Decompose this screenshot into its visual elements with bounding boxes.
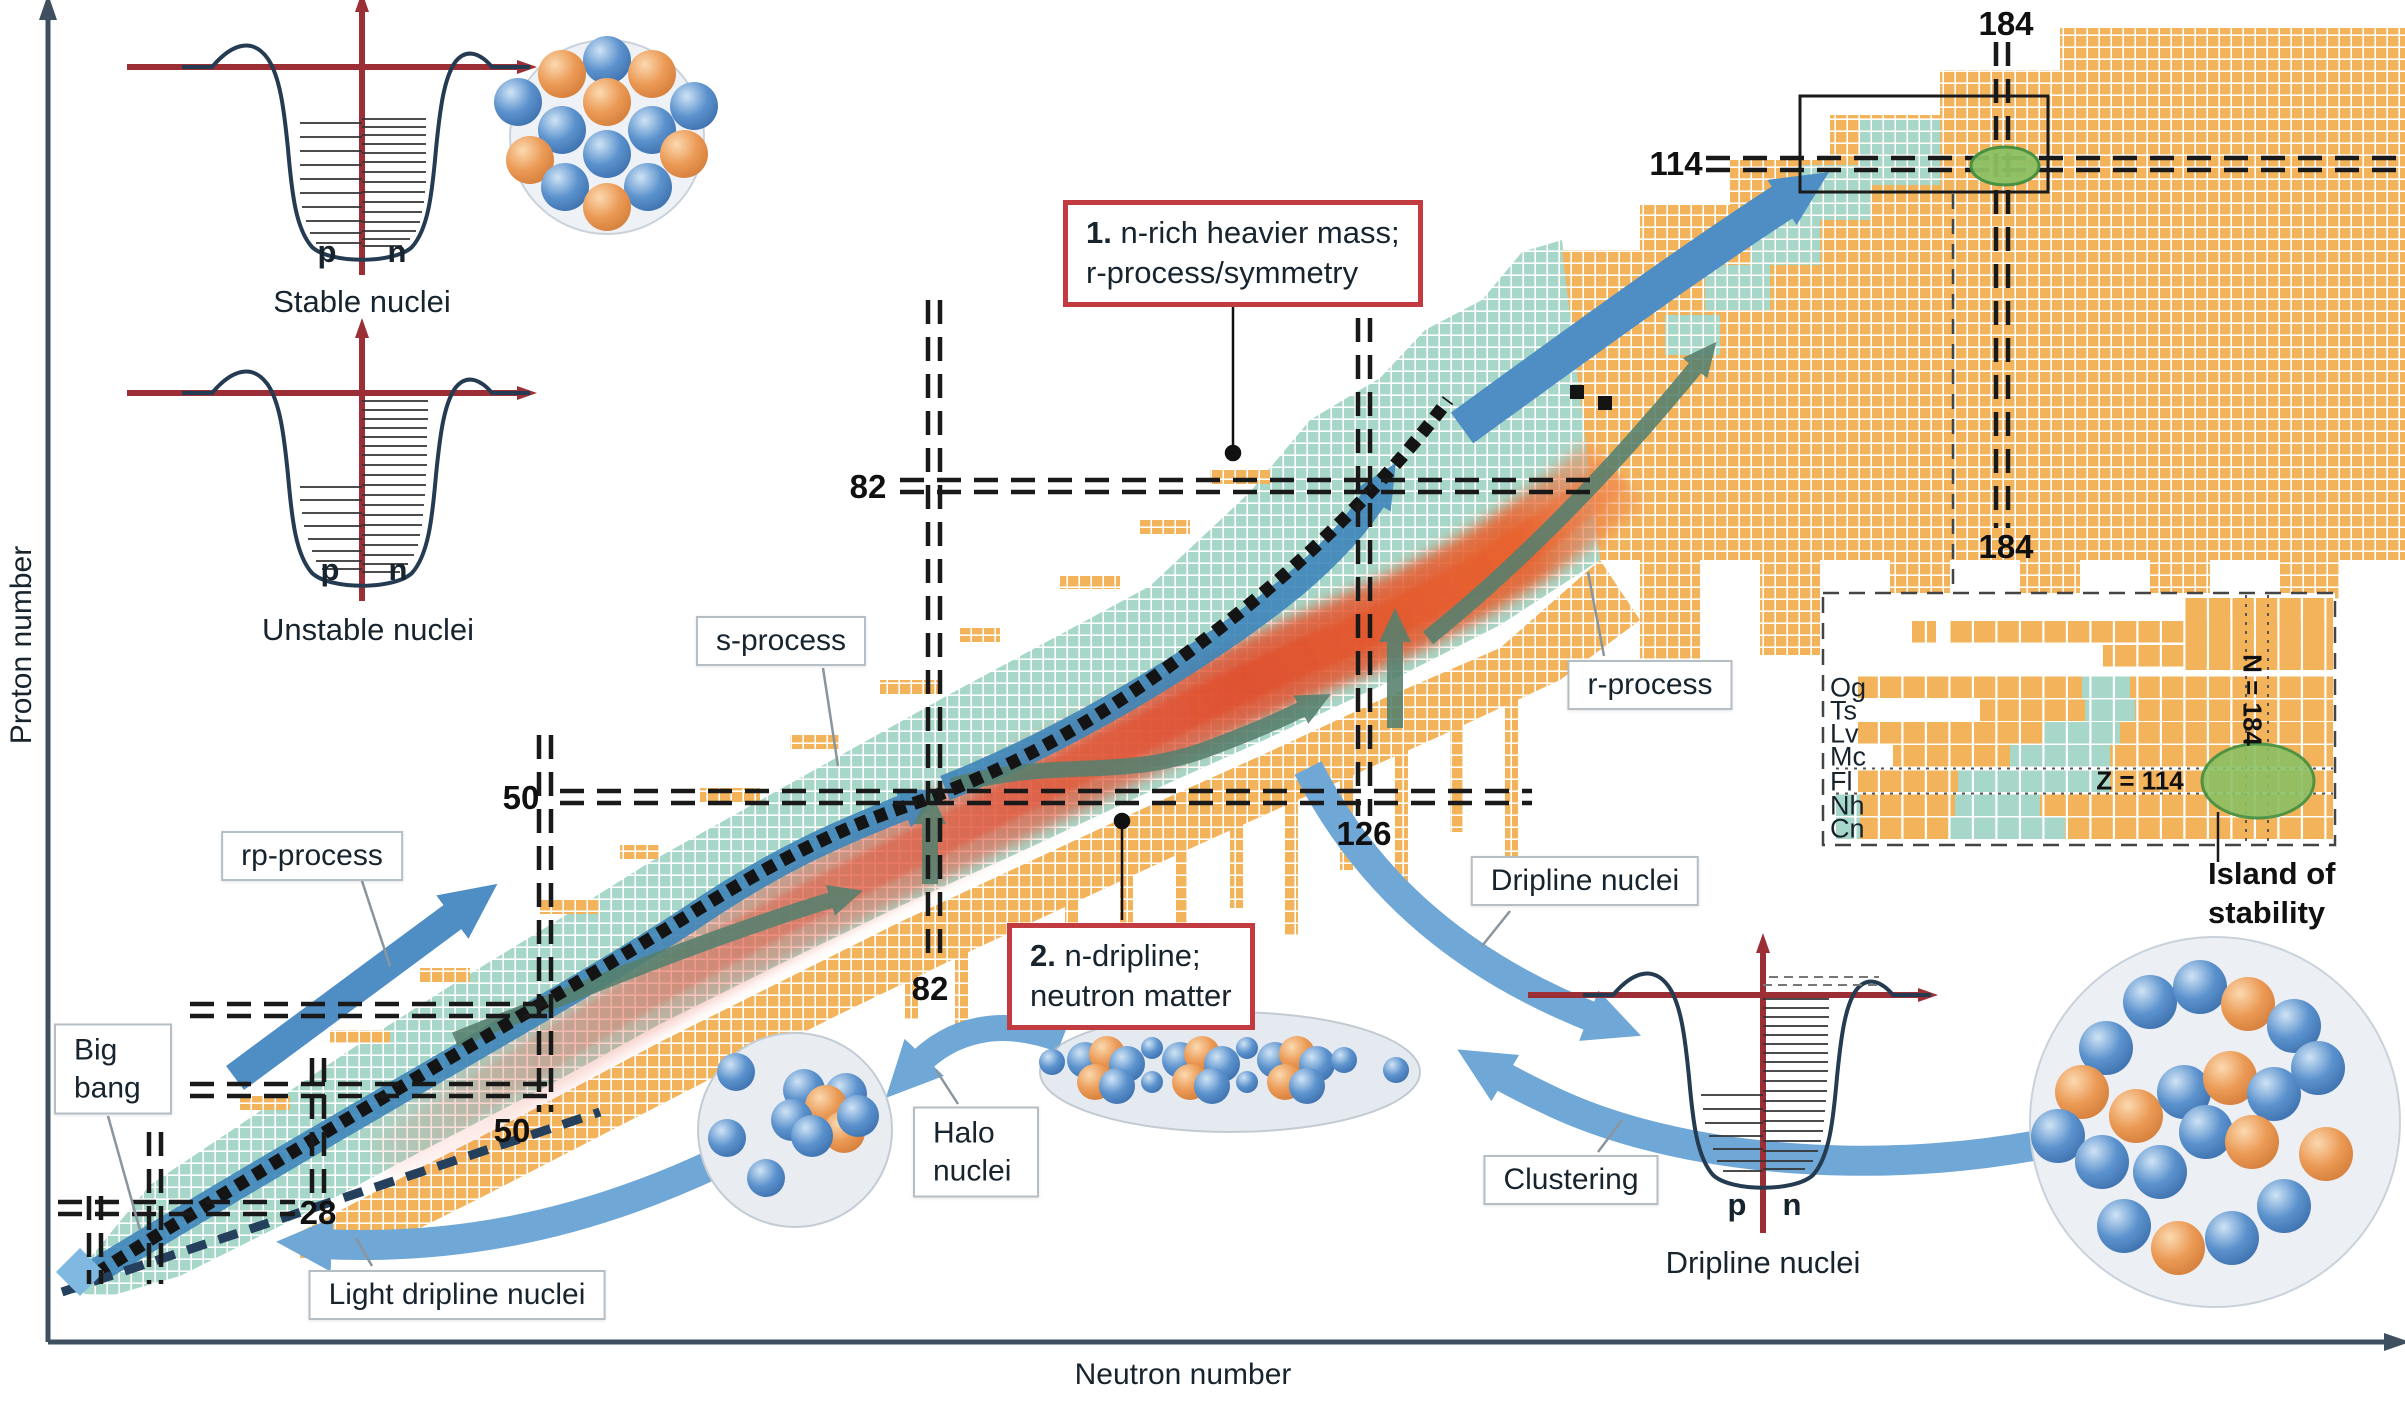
- unstable-well-caption: Unstable nuclei: [262, 612, 474, 647]
- superheavy-region: [1562, 28, 2405, 680]
- note-2-number: 2.: [1030, 938, 1056, 973]
- magic-number-lines: [58, 42, 2405, 1284]
- unstable-well-p-label: p: [320, 552, 340, 587]
- inset-island-ellipse: [2200, 742, 2316, 820]
- halo-nucleus-illustration: [697, 1032, 893, 1228]
- callout-rp-process: rp-process: [221, 831, 403, 881]
- magic-n28-label: 28: [299, 1194, 337, 1231]
- inset-superheavy: [1821, 591, 2337, 862]
- magic-n82-label: 82: [911, 970, 949, 1007]
- stable-well-p-label: p: [317, 234, 337, 269]
- callout-big-bang: Big bang: [54, 1023, 172, 1115]
- inset-element-fl: Fl: [1830, 766, 1853, 797]
- magic-n50-label: 50: [493, 1112, 531, 1149]
- magic-n184-top-label: 184: [1978, 5, 2034, 42]
- arrow-halo: [885, 1015, 1067, 1098]
- stable-well-n-label: n: [387, 234, 407, 269]
- note-2-box: 2. n-dripline; neutron matter: [1007, 923, 1255, 1030]
- inset-element-ts: Ts: [1830, 695, 1857, 726]
- island-arrow: [1450, 172, 1829, 444]
- note-2-line2: neutron matter: [1030, 978, 1232, 1014]
- inset-element-nh: Nh: [1830, 790, 1865, 821]
- magic-p50-label: 50: [502, 779, 540, 816]
- magic-p82-label: 82: [849, 468, 887, 505]
- flow-arrows: [276, 761, 2089, 1272]
- dripline-well-caption: Dripline nuclei: [1665, 1245, 1861, 1280]
- callout-clustering: Clustering: [1483, 1155, 1659, 1205]
- note-1-line1: n-rich heavier mass;: [1120, 215, 1400, 250]
- clustered-nucleus-illustration: [2029, 936, 2401, 1308]
- callout-r-process: r-process: [1567, 660, 1733, 710]
- r-process-band: [356, 441, 1643, 1194]
- stable-well-caption: Stable nuclei: [273, 284, 451, 319]
- inset-element-lv: Lv: [1830, 718, 1859, 749]
- well-dripline: [1528, 933, 1938, 1233]
- callout-light-dripline-nuclei: Light dripline nuclei: [308, 1270, 606, 1320]
- callout-halo-nuclei: Halo nuclei: [913, 1106, 1039, 1198]
- unstable-well-n-label: n: [388, 552, 408, 587]
- dripline-well-n-label: n: [1782, 1187, 1802, 1222]
- inset-element-cn: Cn: [1830, 813, 1865, 844]
- well-stable: [127, 0, 537, 275]
- magic-n184-bottom-label: 184: [1978, 528, 2034, 565]
- callout-s-process: s-process: [695, 616, 867, 666]
- callout-dripline-nuclei: Dripline nuclei: [1470, 856, 1700, 906]
- arrow-light-dripline: [276, 1148, 725, 1272]
- y-axis-label: Proton number: [5, 545, 38, 745]
- callout-leaders: [106, 571, 1623, 1267]
- magic-p114-label: 114: [1649, 145, 1703, 182]
- arrow-clustering: [1457, 1049, 2089, 1176]
- main-axes: [39, 0, 2405, 1351]
- note-1-box: 1. n-rich heavier mass; r-process/symmet…: [1063, 200, 1423, 307]
- stable-nucleus-illustration: [494, 36, 718, 235]
- note-leaders: [1113, 294, 1242, 920]
- well-unstable: [127, 318, 537, 601]
- note-1-line2: r-process/symmetry: [1086, 255, 1359, 291]
- rp-process-arrow: [226, 883, 498, 1091]
- inset-element-mc: Mc: [1830, 741, 1866, 772]
- inset-n184-label: N = 184: [2237, 654, 2268, 746]
- note-2-line1: n-dripline;: [1064, 938, 1201, 973]
- x-axis-label: Neutron number: [1074, 1358, 1292, 1391]
- island-of-stability-marker: [1798, 94, 2050, 588]
- island-of-stability-label: Island of stability: [2208, 856, 2336, 930]
- inset-element-og: Og: [1830, 672, 1867, 703]
- inset-z114-label: Z = 114: [2096, 765, 2184, 796]
- magic-n126-label: 126: [1336, 815, 1392, 852]
- note-1-number: 1.: [1086, 215, 1112, 250]
- known-nuclei-region: [62, 240, 1600, 1296]
- arrow-dripline-nuclei: [1294, 761, 1642, 1041]
- dripline-well-p-label: p: [1727, 1187, 1747, 1222]
- neutron-matter-illustration: [1039, 1011, 1421, 1133]
